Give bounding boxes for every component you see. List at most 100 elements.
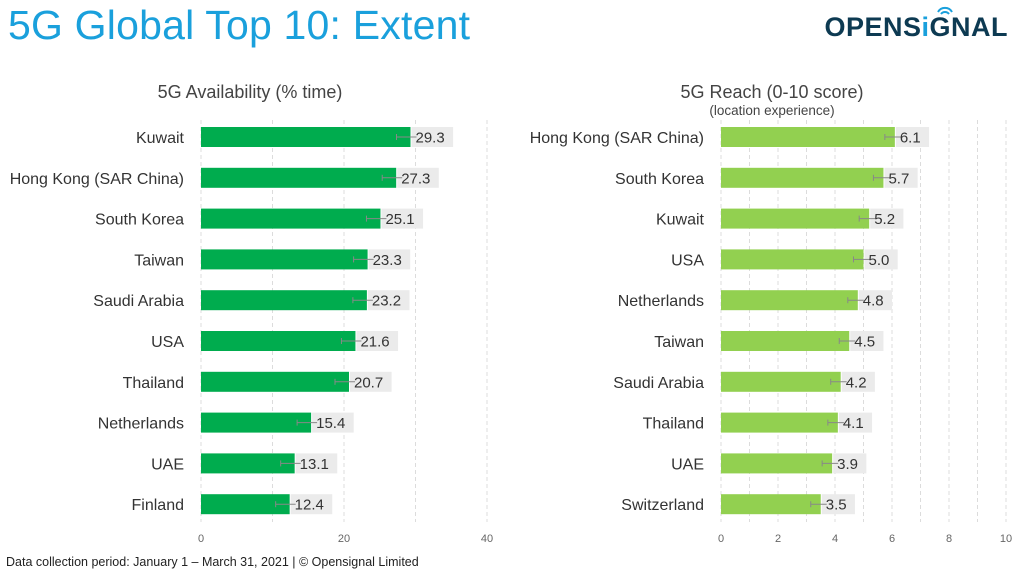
- x-tick-label: 10: [1000, 533, 1012, 545]
- category-label: Kuwait: [656, 212, 705, 229]
- category-label: South Korea: [615, 171, 704, 188]
- bar: [201, 371, 350, 392]
- category-label: Finland: [132, 497, 184, 514]
- opensignal-logo: OPENSiGNAL: [824, 6, 1008, 43]
- bar: [201, 494, 290, 515]
- value-label: 23.2: [372, 293, 401, 310]
- value-label-bg: [411, 127, 454, 147]
- x-tick-label: 2: [775, 533, 781, 545]
- category-label: Netherlands: [618, 293, 704, 310]
- value-label-bg: [833, 453, 867, 474]
- reach-chart-subtitle: (location experience): [709, 103, 835, 118]
- category-label: Thailand: [123, 375, 184, 392]
- value-label: 3.9: [837, 456, 858, 473]
- logo-text-a: OPENS: [824, 12, 922, 42]
- logo-text-b: GNAL: [929, 12, 1008, 42]
- category-label: Thailand: [643, 416, 704, 433]
- x-tick-label: 6: [889, 533, 895, 545]
- bar: [721, 249, 864, 270]
- category-label: Netherlands: [98, 416, 184, 433]
- bar: [201, 453, 295, 474]
- bar: [721, 331, 850, 351]
- category-label: Taiwan: [134, 252, 184, 269]
- value-label: 4.1: [843, 415, 864, 432]
- bar: [201, 331, 356, 351]
- value-label-bg: [870, 208, 904, 229]
- value-label: 20.7: [354, 374, 383, 391]
- value-label: 29.3: [415, 130, 444, 147]
- value-label-bg: [381, 208, 424, 229]
- category-label: Hong Kong (SAR China): [10, 171, 184, 188]
- category-label: Switzerland: [621, 497, 704, 514]
- x-tick-label: 0: [198, 533, 204, 545]
- signal-wifi-icon: [937, 6, 954, 15]
- value-label: 5.2: [874, 211, 895, 228]
- value-label-bg: [356, 331, 399, 351]
- bar: [201, 290, 367, 311]
- bar: [721, 494, 821, 515]
- availability-chart-title: 5G Availability (% time): [157, 82, 343, 102]
- category-label: UAE: [151, 456, 184, 473]
- value-label-bg: [858, 290, 892, 311]
- value-label-bg: [864, 249, 898, 270]
- value-label: 5.0: [869, 252, 890, 269]
- availability-chart: 0 20 40 Kuwait 29.3 Hong Kong (SAR China) 27.3…: [10, 120, 493, 545]
- bar: [201, 167, 397, 188]
- logo-text-i: i: [921, 12, 930, 42]
- bar: [201, 412, 312, 433]
- reach-chart-title: 5G Reach (0-10 score): [680, 82, 864, 102]
- x-tick-label: 0: [718, 533, 724, 545]
- value-label-bg: [841, 371, 875, 392]
- category-label: USA: [151, 334, 184, 351]
- x-tick-label: 4: [832, 533, 838, 545]
- bar: [721, 208, 870, 229]
- value-label-bg: [290, 494, 333, 515]
- bar: [201, 208, 381, 229]
- value-label: 27.3: [401, 170, 430, 187]
- value-label-bg: [367, 290, 410, 311]
- value-label-bg: [350, 371, 392, 392]
- category-label: USA: [671, 252, 704, 269]
- category-label: Kuwait: [136, 130, 185, 147]
- value-label: 3.5: [826, 497, 847, 514]
- page-title: 5G Global Top 10: Extent: [8, 2, 471, 48]
- category-label: Hong Kong (SAR China): [530, 130, 704, 147]
- value-label: 25.1: [385, 211, 414, 228]
- value-label: 4.8: [863, 293, 884, 310]
- footer-note: Data collection period: January 1 – Marc…: [6, 555, 419, 569]
- value-label-bg: [850, 331, 884, 351]
- bar: [201, 249, 368, 270]
- bar: [201, 127, 411, 147]
- bar: [721, 371, 841, 392]
- bar: [721, 167, 884, 188]
- value-label-bg: [295, 453, 338, 474]
- value-label: 4.5: [854, 334, 875, 351]
- value-label: 6.1: [900, 130, 921, 147]
- bar: [721, 290, 858, 311]
- value-label: 4.2: [846, 374, 867, 391]
- reach-chart: 0 2 4 6 8 10 Hong Kong (SAR China) 6.1 South Kor…: [530, 120, 1012, 545]
- x-tick-label: 40: [481, 533, 493, 545]
- value-label: 12.4: [295, 497, 324, 514]
- value-label-bg: [821, 494, 855, 515]
- value-label-bg: [368, 249, 411, 270]
- category-label: Taiwan: [654, 334, 704, 351]
- value-label-bg: [838, 412, 873, 433]
- value-label-bg: [312, 412, 354, 433]
- x-tick-label: 8: [946, 533, 952, 545]
- value-label-bg: [884, 167, 918, 188]
- value-label: 23.3: [373, 252, 402, 269]
- bar: [721, 412, 838, 433]
- value-label-bg: [895, 127, 930, 147]
- x-tick-label: 20: [338, 533, 350, 545]
- value-label: 15.4: [316, 415, 345, 432]
- value-label: 21.6: [360, 334, 389, 351]
- bar: [721, 453, 833, 474]
- category-label: UAE: [671, 456, 704, 473]
- value-label-bg: [397, 167, 439, 188]
- category-label: Saudi Arabia: [613, 375, 704, 392]
- bar: [721, 127, 895, 147]
- category-label: South Korea: [95, 212, 184, 229]
- value-label: 5.7: [888, 170, 909, 187]
